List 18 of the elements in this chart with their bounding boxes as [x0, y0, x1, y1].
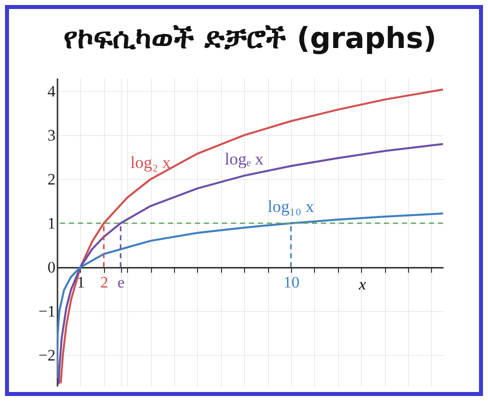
x-tick-label: 10	[283, 274, 300, 292]
x-tick-label: e	[118, 274, 125, 292]
series-label: logₑ x	[224, 150, 264, 169]
x-tick-label: 2	[100, 274, 108, 292]
line-series	[58, 143, 443, 386]
y-tick-label: 0	[48, 260, 56, 277]
x-axis-title: x	[358, 276, 366, 294]
line-series	[60, 88, 443, 384]
y-tick-label: 1	[48, 216, 56, 233]
x-tick-label: 1	[76, 274, 85, 292]
y-tick-label: 4	[48, 84, 56, 101]
series-label: log₂ x	[130, 153, 172, 172]
series-label: log₁₀ x	[268, 197, 315, 216]
y-tick-label: −1	[38, 304, 56, 321]
y-tick-label: 3	[48, 128, 56, 145]
y-tick-label: 2	[48, 172, 56, 189]
chart-title: የኮፍሲካወች ድቻሮች (graphs)	[64, 21, 436, 55]
y-tick-label: −2	[38, 348, 56, 365]
